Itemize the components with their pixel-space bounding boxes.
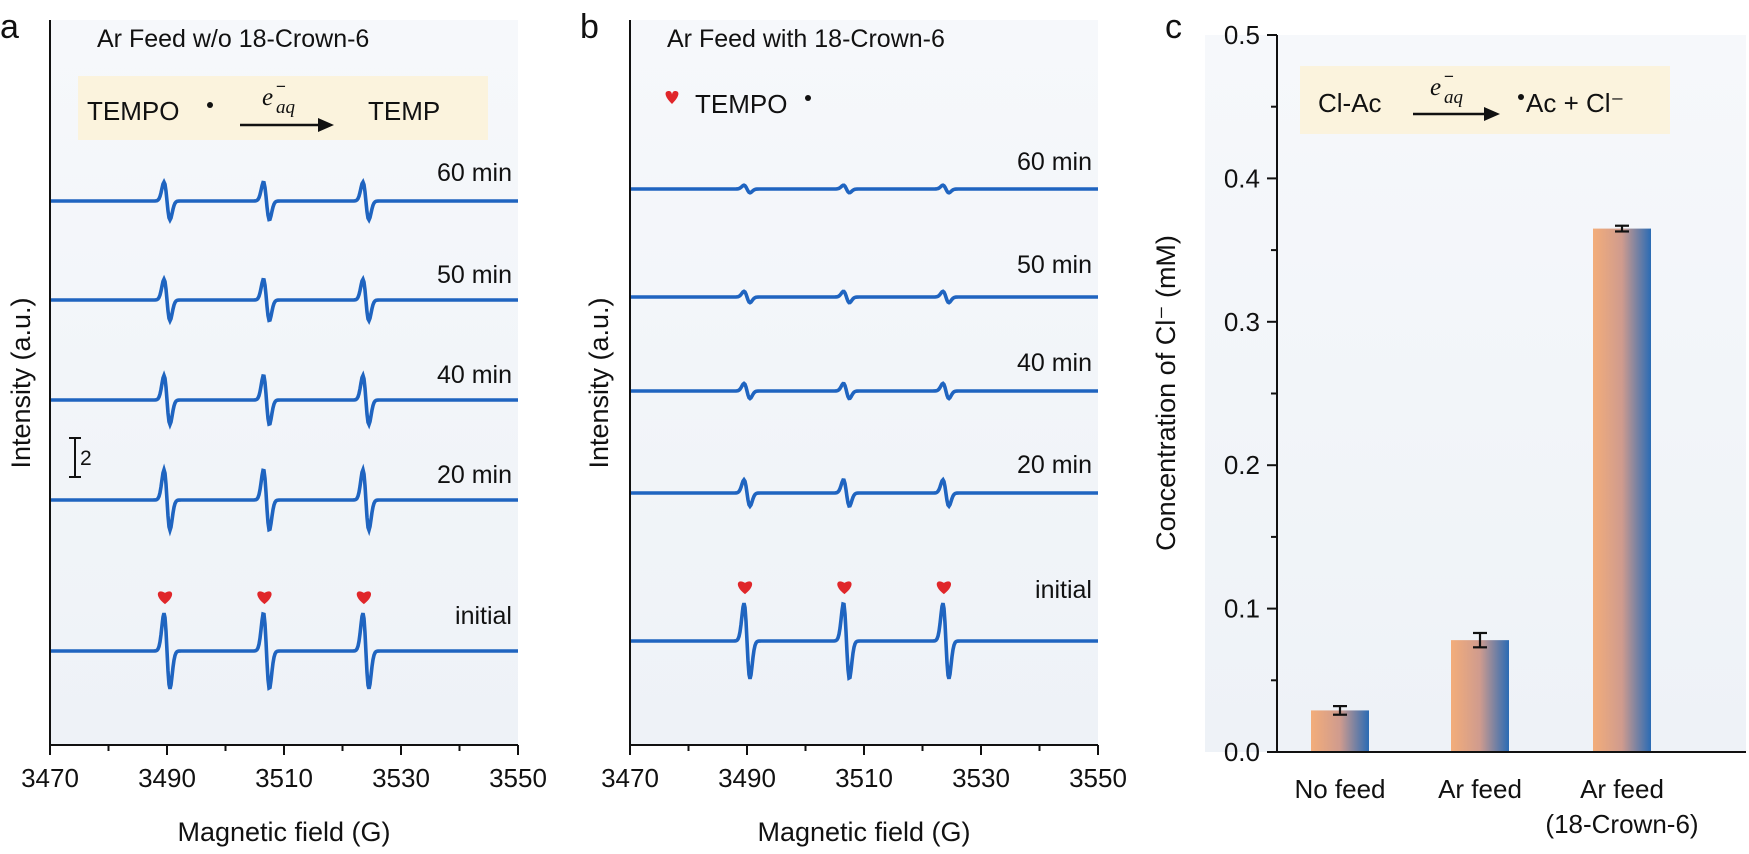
reaction-arrowhead: [318, 118, 334, 132]
spectrum-initial: [50, 611, 518, 691]
heart-icon: [737, 581, 753, 595]
panel-letter: b: [580, 8, 599, 46]
series-label: 40 min: [437, 361, 512, 389]
x-tick-label: 3550: [489, 763, 547, 793]
reaction-box: [1300, 66, 1670, 134]
spectrum-60-min: [50, 177, 518, 225]
spectrum-20-min: [50, 463, 518, 537]
plot-background: [50, 20, 518, 745]
reaction-arrowhead: [1484, 107, 1500, 121]
y-axis-label: Intensity (a.u.): [584, 297, 614, 468]
series-label: initial: [1035, 576, 1092, 604]
x-ticks-b: 3470 3490 3510 3530 3550: [601, 745, 1127, 793]
series-label: 20 min: [437, 461, 512, 489]
panel-title: Ar Feed with 18-Crown-6: [667, 25, 945, 53]
x-axis-label: Magnetic field (G): [757, 817, 970, 847]
electron-symbol: e: [1430, 74, 1441, 101]
reaction-reactant: Cl-Ac: [1318, 88, 1382, 118]
bar: [1311, 710, 1369, 752]
heart-icon: [356, 591, 372, 605]
x-tick-label: 3470: [21, 763, 79, 793]
spectra-b: 60 min 50 min 40 min 20 min initial: [630, 148, 1098, 681]
heart-icon: [936, 581, 952, 595]
heart-icon: [837, 581, 852, 595]
series-label: 60 min: [437, 159, 512, 187]
x-tick-label: 3530: [952, 763, 1010, 793]
panel-title: Ar Feed w/o 18-Crown-6: [97, 25, 369, 53]
reaction-box: [78, 76, 488, 140]
reaction-reactant: TEMPO: [87, 96, 179, 126]
electron-charge: −: [276, 77, 286, 96]
x-tick-label: 3470: [601, 763, 659, 793]
y-ticks-c: 0.0 0.1 0.2 0.3 0.4 0.5: [1224, 20, 1277, 767]
y-axis-label: Concentration of Cl⁻ (mM): [1151, 235, 1181, 551]
x-tick-label: 3490: [138, 763, 196, 793]
x-tick-label: No feed: [1294, 774, 1385, 804]
electron-subscript: aq: [276, 97, 296, 118]
spectrum-50-min: [630, 289, 1098, 305]
series-label: 40 min: [1017, 349, 1092, 377]
reaction-product: Ac + Cl⁻: [1526, 88, 1624, 118]
y-tick-label: 0.4: [1224, 163, 1260, 193]
series-label: 50 min: [1017, 251, 1092, 279]
radical-dot: [1518, 94, 1524, 100]
y-tick-label: 0.5: [1224, 20, 1260, 50]
spectrum-20-min: [630, 476, 1098, 510]
x-tick-label: (18-Crown-6): [1545, 809, 1698, 839]
scale-bar: 2: [69, 437, 92, 478]
bar: [1593, 228, 1651, 753]
heart-icon: [157, 591, 173, 605]
electron-charge: −: [1444, 67, 1454, 86]
spectra-a: 60 min 50 min 40 min 20 min initial: [50, 159, 518, 691]
bars: [1311, 224, 1651, 753]
y-tick-label: 0.2: [1224, 450, 1260, 480]
heart-icon: [257, 591, 272, 605]
x-tick-label: Ar feed: [1580, 774, 1664, 804]
y-tick-label: 0.1: [1224, 594, 1260, 624]
radical-dot: [207, 102, 213, 108]
panel-letter: a: [0, 8, 19, 46]
series-label: 60 min: [1017, 148, 1092, 176]
x-ticks-a: 3470 3490 3510 3530 3550: [21, 745, 547, 793]
x-tick-label: 3490: [718, 763, 776, 793]
x-axis-label: Magnetic field (G): [177, 817, 390, 847]
y-axis-label: Intensity (a.u.): [6, 297, 36, 468]
radical-dot: [805, 95, 811, 101]
reaction-product: TEMP: [368, 96, 440, 126]
spectrum-40-min: [50, 370, 518, 430]
series-label: initial: [455, 602, 512, 630]
scale-bar-label: 2: [80, 447, 92, 470]
spectrum-60-min: [630, 183, 1098, 195]
panel-c: c Cl-Ac e − aq Ac + Cl⁻ 0.00.10.20.30.40…: [1151, 8, 1746, 839]
series-label: 20 min: [1017, 451, 1092, 479]
y-tick-label: 0.3: [1224, 307, 1260, 337]
series-label: 50 min: [437, 261, 512, 289]
x-tick-label: 3510: [255, 763, 313, 793]
spectrum-50-min: [50, 274, 518, 326]
spectrum-40-min: [630, 381, 1098, 401]
plot-background: [630, 20, 1098, 745]
panel-letter: c: [1165, 8, 1182, 46]
electron-symbol: e: [262, 84, 273, 111]
y-tick-label: 0.0: [1224, 737, 1260, 767]
spectrum-initial: [630, 601, 1098, 681]
x-tick-label: Ar feed: [1438, 774, 1522, 804]
panel-b: b Ar Feed with 18-Crown-6 TEMPO 60 min 50…: [580, 8, 1127, 847]
electron-subscript: aq: [1444, 87, 1464, 108]
legend-label: TEMPO: [695, 89, 787, 119]
heart-icon: [665, 91, 679, 104]
bar: [1451, 640, 1509, 752]
x-tick-label: 3550: [1069, 763, 1127, 793]
panel-a: a Ar Feed w/o 18-Crown-6 TEMPO e − aq TE…: [0, 8, 547, 847]
x-tick-label: 3530: [372, 763, 430, 793]
x-tick-labels-c: No feed Ar feed Ar feed (18-Crown-6): [1294, 774, 1698, 839]
x-tick-label: 3510: [835, 763, 893, 793]
